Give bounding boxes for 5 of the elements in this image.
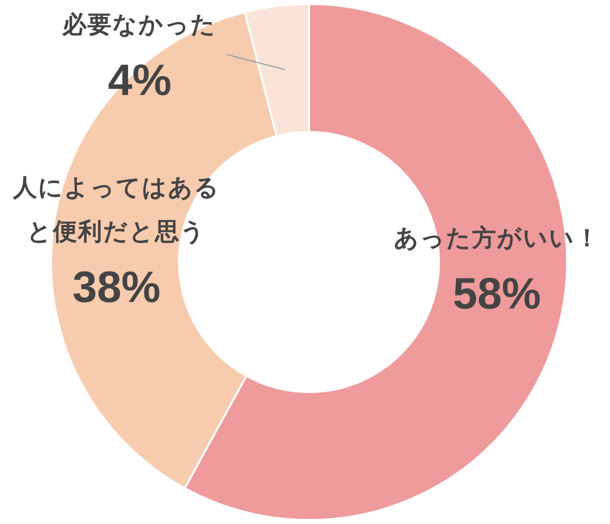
slice-label: 必要なかった: [62, 10, 217, 39]
data-label: 58%: [452, 270, 541, 318]
slice-label: 人によってはあると便利だと思う: [12, 174, 220, 246]
data-label: 4%: [108, 56, 172, 106]
data-label: 38%: [72, 263, 161, 312]
